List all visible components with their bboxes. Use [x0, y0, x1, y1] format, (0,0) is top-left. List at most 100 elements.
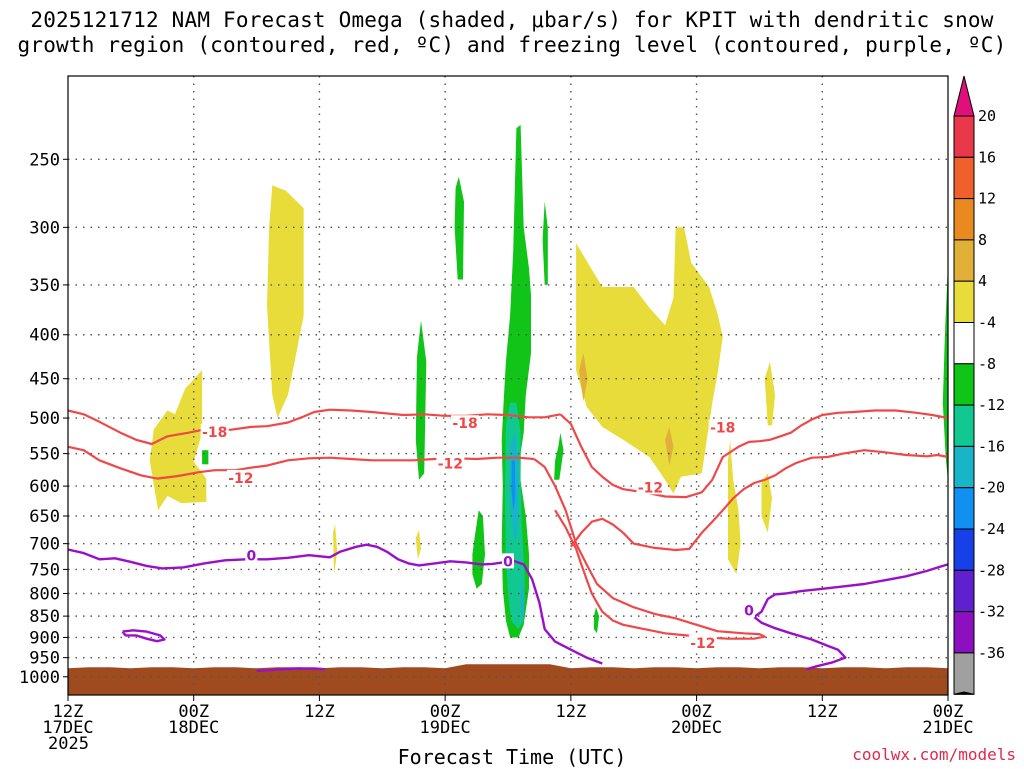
dgz-contour-2 [533, 458, 766, 640]
dgz-label-1: -12 [228, 471, 253, 487]
x-tick-label-5-0: 00Z [681, 702, 712, 722]
y-tick-label-600: 600 [29, 477, 60, 497]
plot-frame [67, 75, 949, 696]
colorbar-swatch-5 [953, 322, 975, 365]
dgz-label-bg-3 [436, 455, 465, 471]
colorbar-swatch-2 [953, 198, 975, 241]
x-tick-label-0-2: 2025 [48, 734, 89, 754]
omega-region-12 [415, 320, 427, 480]
colorbar-swatch-9 [953, 487, 975, 530]
freezing-label-2: 0 [744, 603, 754, 619]
x-tick-label-0-1: 17DEC [42, 718, 93, 738]
colorbar-label-6: -8 [978, 355, 996, 373]
omega-region-10 [665, 426, 674, 466]
x-tick-label-2-0: 12Z [304, 702, 335, 722]
y-tick-label-950: 950 [29, 649, 60, 669]
omega-region-22 [520, 579, 525, 621]
colorbar-swatch-3 [953, 239, 975, 282]
freezing-label-bg-0 [245, 547, 258, 563]
x-tick-label-3-0: 00Z [430, 702, 461, 722]
omega-shaded-regions [149, 124, 948, 638]
x-tick-label-1-0: 00Z [178, 702, 209, 722]
dgz-label-bg-0 [200, 423, 229, 439]
colorbar-swatch-6 [953, 363, 975, 406]
freezing-label-0: 0 [246, 549, 256, 565]
dgz-label-bg-4 [636, 479, 665, 495]
freezing-level-contours: 0 0 0 [67, 543, 949, 673]
dgz-label-bg-5 [708, 419, 737, 435]
colorbar-label-7: -12 [978, 396, 1005, 414]
omega-region-18 [593, 607, 600, 634]
colorbar-label-11: -28 [978, 561, 1005, 579]
plot-border [67, 75, 949, 696]
colorbar-label-12: -32 [978, 603, 1005, 621]
x-tick-label-7-1: 21DEC [922, 718, 973, 738]
colorbar-swatch-8 [953, 445, 975, 489]
y-tick-label-250: 250 [29, 150, 60, 170]
x-tick-label-5-1: 20DEC [671, 718, 722, 738]
freezing-contour-1 [121, 629, 166, 643]
pressure-axis: 2503003504004505005506006507007508008509… [19, 150, 68, 688]
colorbar-label-0: 20 [978, 107, 996, 125]
dgz-label-bg-1 [226, 469, 255, 485]
dgz-label-bg-2 [451, 415, 480, 431]
y-tick-label-300: 300 [29, 218, 60, 238]
x-axis-title: Forecast Time (UTC) [397, 745, 627, 769]
colorbar-swatch-0 [953, 115, 975, 158]
colorbar-label-2: 12 [978, 190, 996, 208]
colorbar-swatch-1 [953, 156, 975, 200]
omega-region-8 [415, 530, 421, 560]
colorbar-label-9: -20 [978, 479, 1005, 497]
x-tick-label-7-0: 00Z [933, 702, 964, 722]
omega-region-2 [576, 227, 723, 494]
ground-terrain [68, 664, 948, 695]
omega-region-7 [333, 524, 338, 575]
source-credit[interactable]: coolwx.com/models [852, 745, 1016, 764]
freezing-label-1: 0 [503, 554, 513, 570]
dgz-label-0: -18 [202, 425, 227, 441]
omega-region-1 [267, 185, 304, 418]
y-tick-label-700: 700 [29, 535, 60, 555]
colorbar-label-10: -24 [978, 520, 1005, 538]
x-tick-label-3-1: 19DEC [420, 718, 471, 738]
omega-region-9 [579, 353, 588, 402]
colorbar-swatch-7 [953, 404, 975, 447]
y-tick-label-1000: 1000 [19, 668, 60, 688]
omega-region-4 [728, 439, 741, 575]
y-tick-label-400: 400 [29, 326, 60, 346]
omega-colorbar: 20 16 12 8 4 -4 -8 -12 -16 -20 -24 -28 -32 -36 [953, 75, 1005, 695]
dgz-label-6: -12 [690, 636, 715, 652]
y-tick-label-650: 650 [29, 507, 60, 527]
dgz-label-4: -12 [638, 480, 663, 496]
y-tick-label-350: 350 [29, 276, 60, 296]
chart-title-line-1: 2025121712 NAM Forecast Omega (shaded, μ… [30, 8, 994, 32]
dgz-label-2: -18 [452, 416, 477, 432]
y-tick-label-750: 750 [29, 560, 60, 580]
colorbar-label-4: 4 [978, 272, 987, 290]
freezing-contour-2 [256, 667, 325, 673]
x-tick-label-6-0: 12Z [807, 702, 838, 722]
dgz-label-3: -12 [438, 457, 463, 473]
x-tick-label-1-1: 18DEC [168, 718, 219, 738]
y-tick-label-500: 500 [29, 409, 60, 429]
colorbar-top-arrow [953, 75, 975, 117]
ground-layer [68, 664, 948, 695]
y-tick-label-900: 900 [29, 628, 60, 648]
dgz-contour-0 [67, 408, 561, 446]
colorbar-label-3: 8 [978, 231, 987, 249]
colorbar-swatch-13 [953, 652, 975, 695]
freezing-label-bg-2 [742, 602, 755, 618]
freezing-contour-4 [753, 616, 847, 671]
colorbar-label-1: 16 [978, 148, 996, 166]
dgz-contour-3 [559, 409, 949, 499]
y-tick-label-550: 550 [29, 445, 60, 465]
chart-title: 2025121712 NAM Forecast Omega (shaded, μ… [0, 8, 1024, 58]
omega-region-15 [542, 201, 548, 285]
dgz-contour-4 [570, 449, 949, 552]
omega-region-16 [554, 432, 564, 480]
y-tick-label-850: 850 [29, 607, 60, 627]
omega-region-23 [511, 460, 516, 511]
freezing-contour-3 [753, 563, 949, 618]
